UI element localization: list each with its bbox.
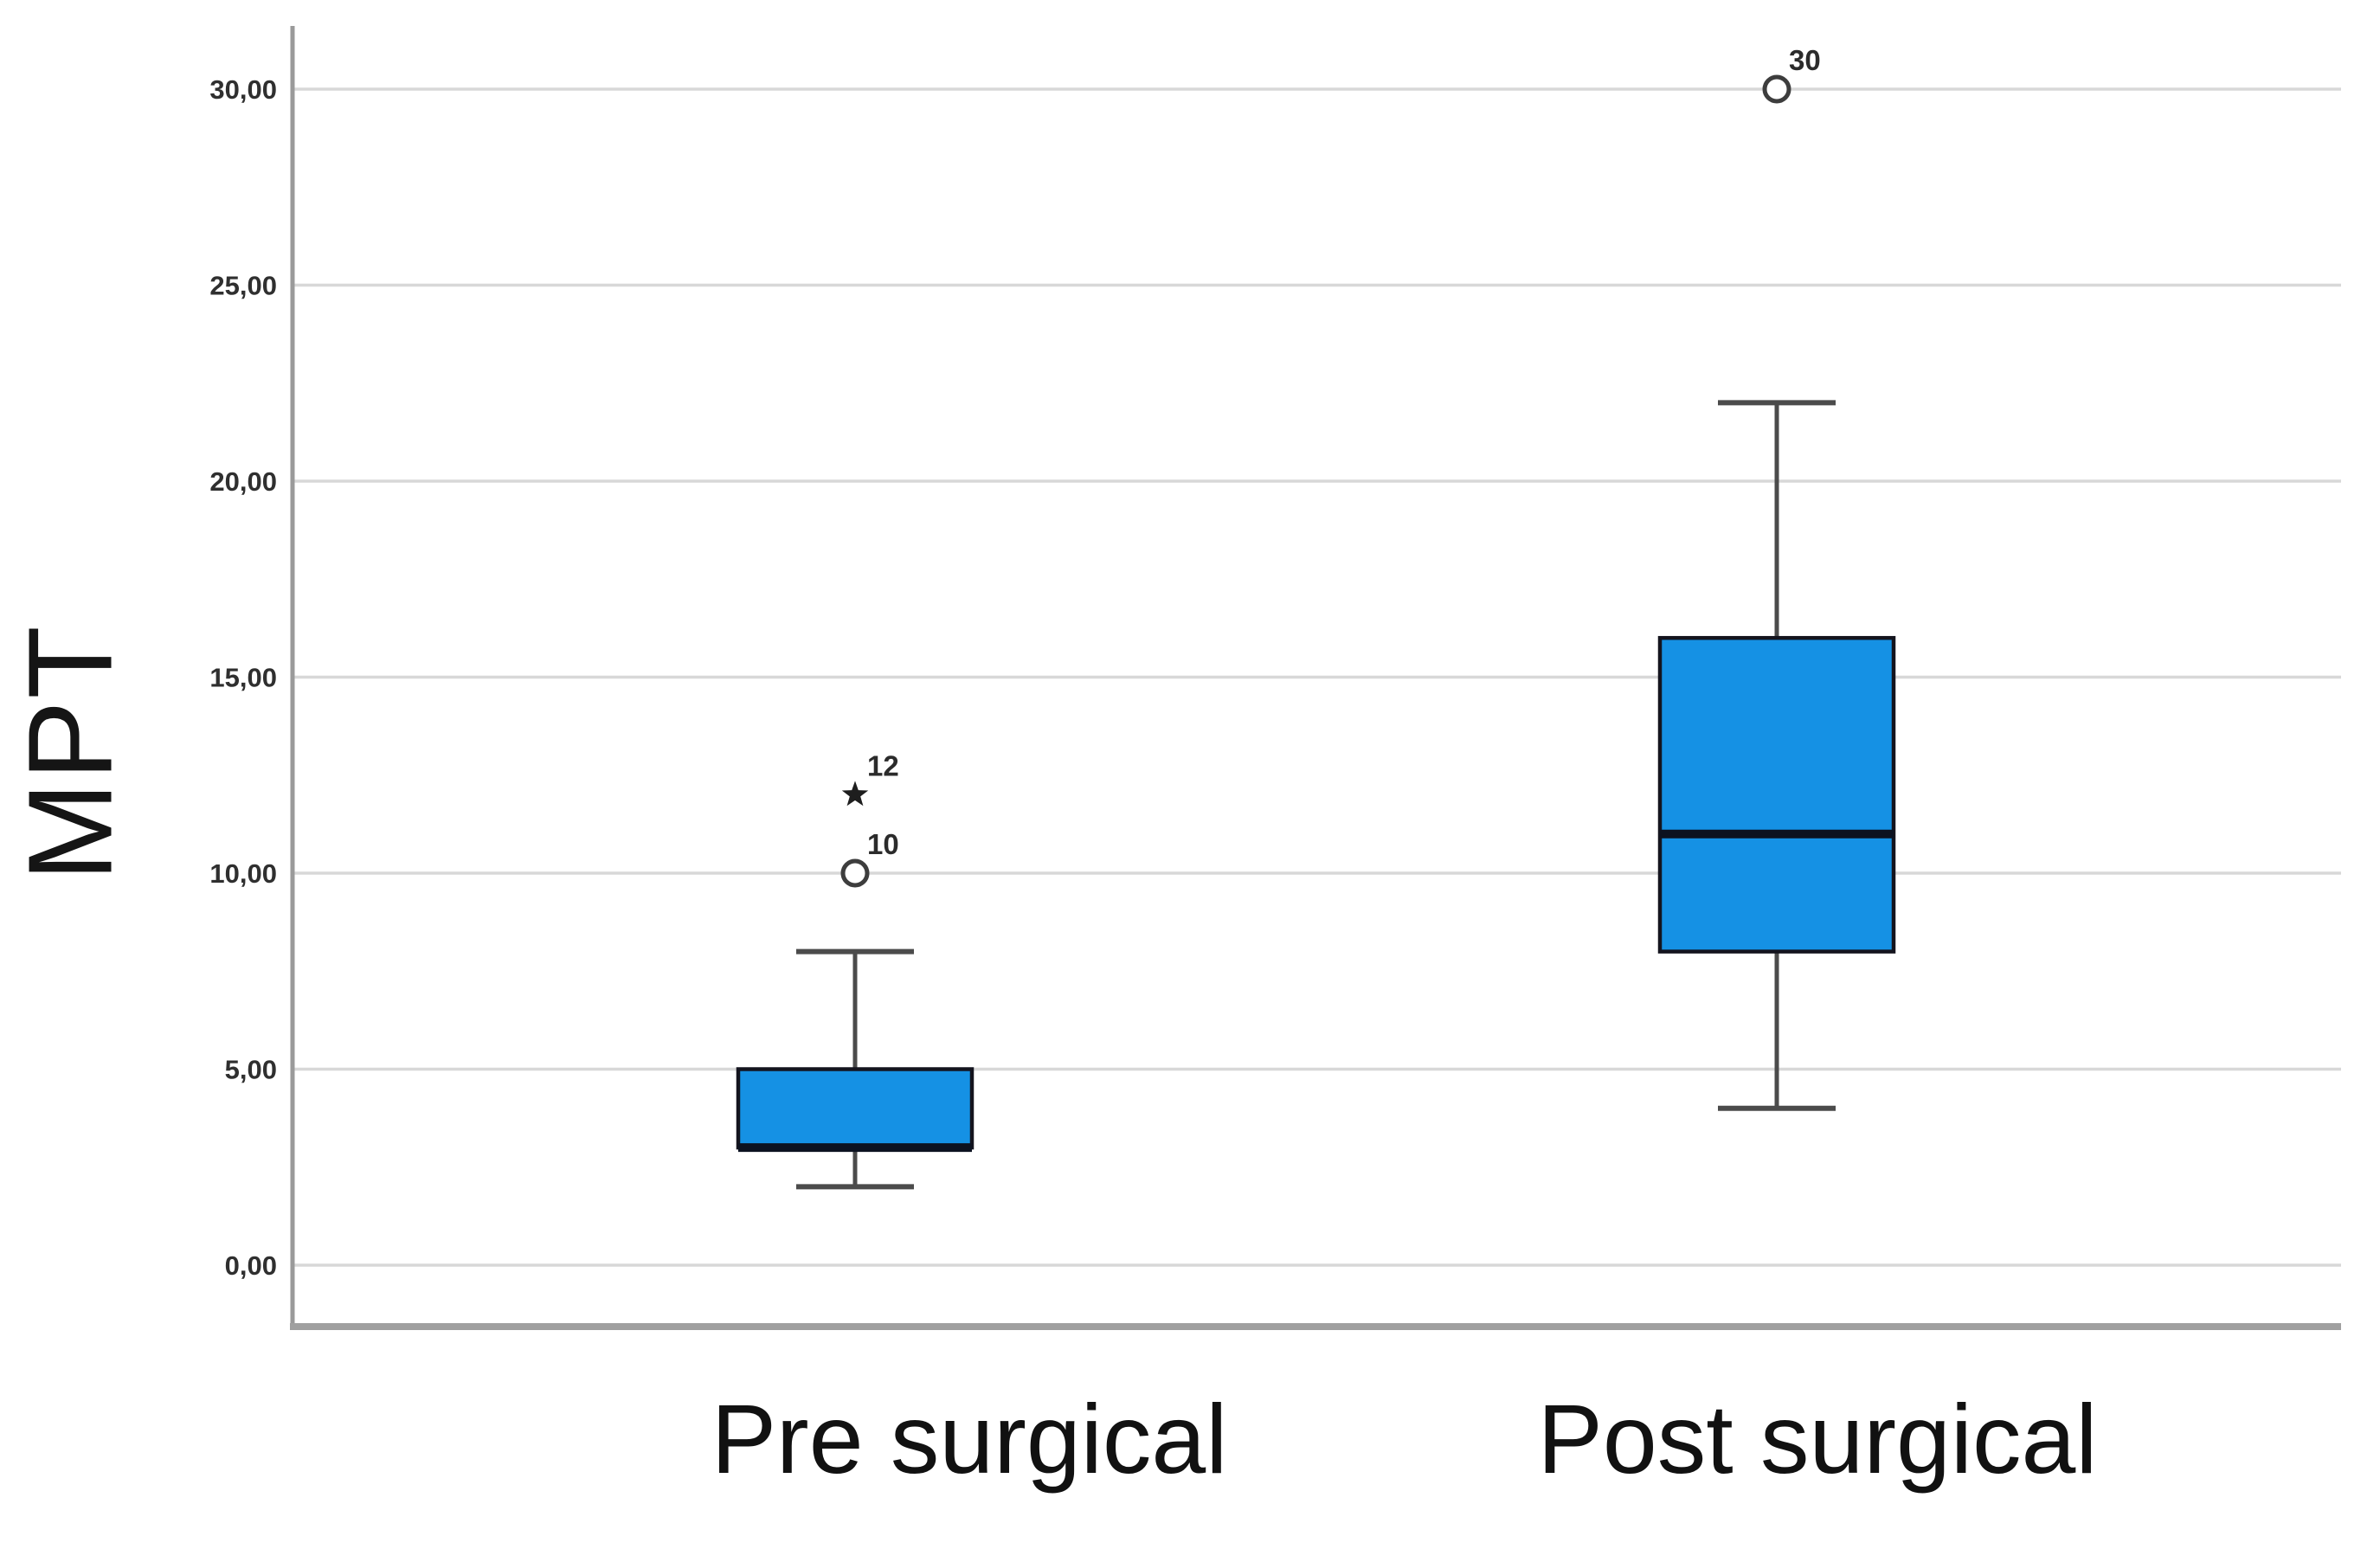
category-label-post-surgical: Post surgical bbox=[1537, 1385, 2098, 1494]
outlier-label: 10 bbox=[867, 828, 899, 860]
y-tick-label: 10,00 bbox=[209, 858, 277, 889]
y-axis-title: MPT bbox=[3, 624, 138, 882]
outlier-label: 30 bbox=[1789, 44, 1821, 76]
y-tick-label: 25,00 bbox=[209, 271, 277, 301]
outlier-label: 12 bbox=[867, 749, 899, 781]
box-pre-surgical bbox=[736, 1067, 975, 1150]
outlier-circle-marker bbox=[1762, 74, 1791, 104]
category-label-pre-surgical: Pre surgical bbox=[711, 1385, 1228, 1494]
y-tick-label: 20,00 bbox=[209, 466, 277, 497]
y-tick-label: 15,00 bbox=[209, 663, 277, 693]
outlier-circle-marker bbox=[840, 858, 870, 888]
y-tick-label: 0,00 bbox=[225, 1250, 277, 1281]
y-tick-label: 30,00 bbox=[209, 74, 277, 105]
box-post-surgical bbox=[1657, 635, 1896, 954]
y-tick-label: 5,00 bbox=[225, 1055, 277, 1085]
outlier-star-marker bbox=[841, 781, 869, 807]
